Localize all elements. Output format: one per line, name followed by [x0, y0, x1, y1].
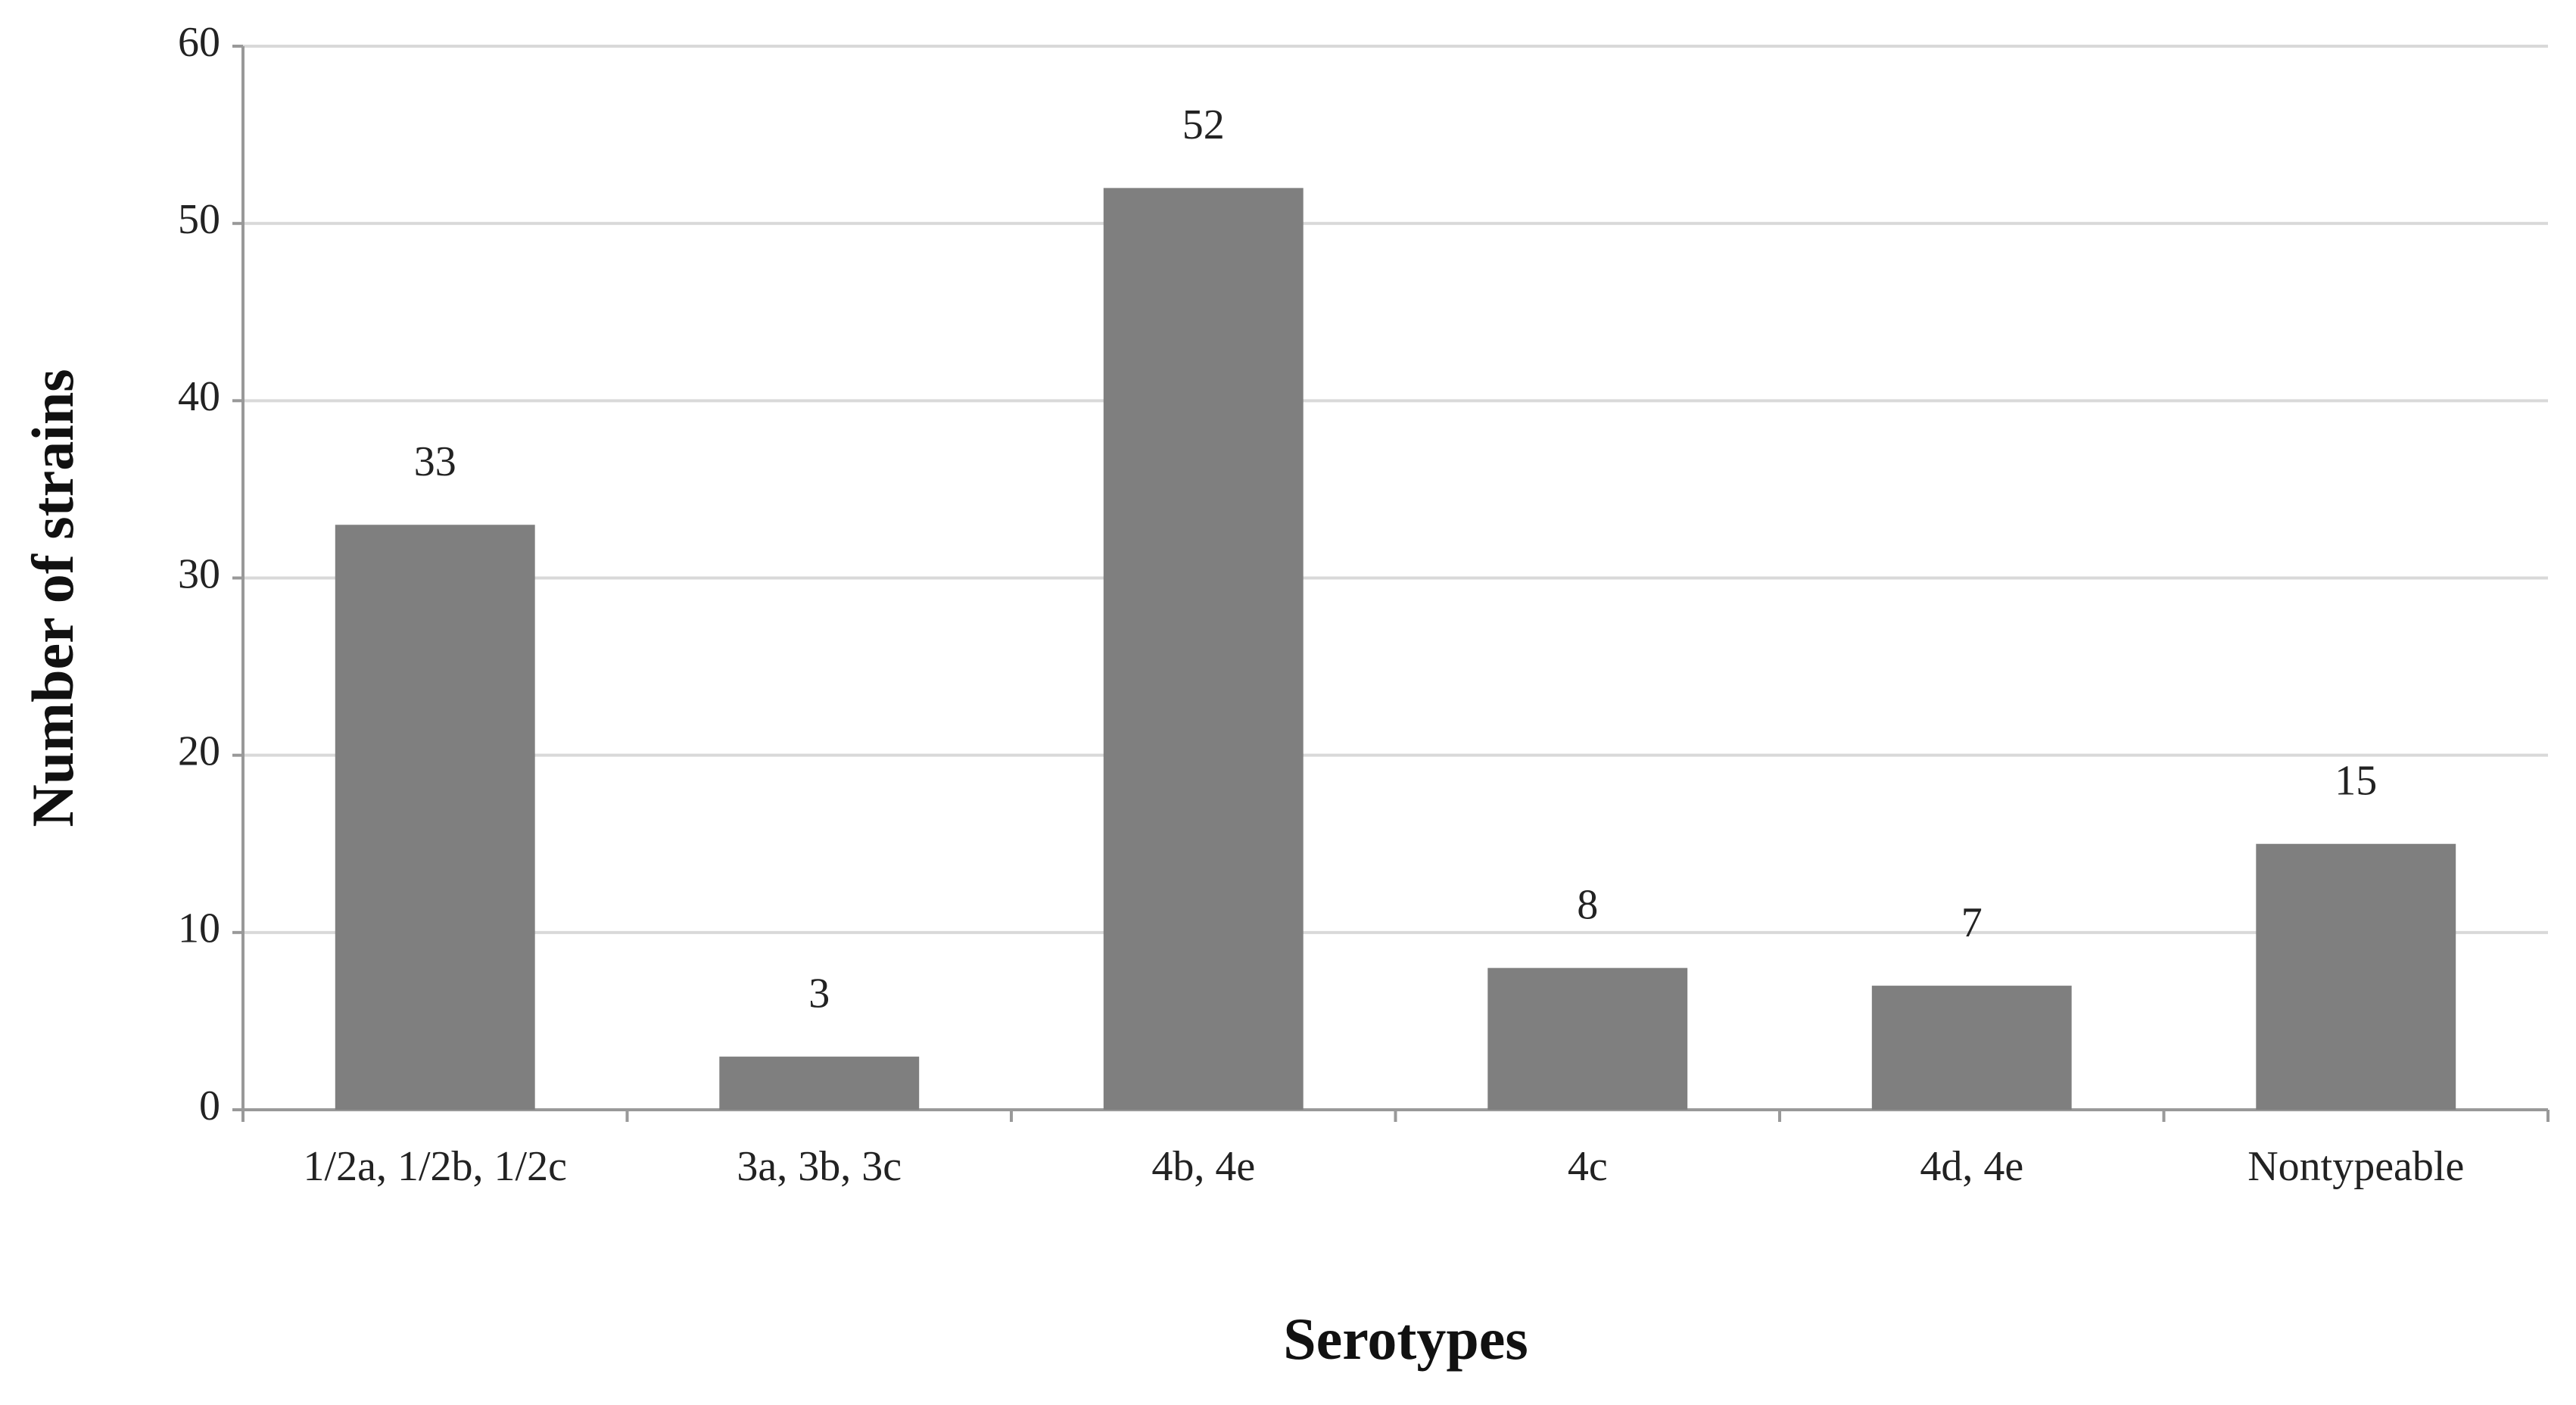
bar [335, 525, 535, 1110]
y-axis-title: Number of strains [20, 369, 86, 827]
bar [1871, 986, 2072, 1110]
bar [1103, 188, 1304, 1110]
x-tick-label: 4d, 4e [1920, 1143, 2023, 1190]
y-tick-label: 40 [178, 373, 220, 420]
y-tick-label: 60 [178, 19, 220, 66]
data-label: 8 [1577, 882, 1598, 929]
data-label: 15 [2335, 758, 2377, 805]
data-label: 7 [1961, 899, 1983, 946]
data-label: 33 [414, 438, 456, 485]
x-tick-label: 3a, 3b, 3c [737, 1143, 902, 1190]
x-tick-label: 1/2a, 1/2b, 1/2c [304, 1143, 567, 1190]
y-tick-label: 30 [178, 550, 220, 597]
y-tick-label: 0 [199, 1083, 220, 1129]
bar [719, 1056, 920, 1110]
x-tick-label: 4c [1568, 1143, 1608, 1190]
bar [2256, 843, 2456, 1110]
x-tick-label: 4b, 4e [1151, 1143, 1255, 1190]
bar [1487, 967, 1688, 1110]
x-tick-label: Nontypeable [2247, 1143, 2464, 1190]
y-tick-label: 20 [178, 728, 220, 775]
data-label: 3 [808, 970, 830, 1017]
x-axis-title: Serotypes [1283, 1306, 1528, 1372]
y-tick-label: 50 [178, 196, 220, 243]
y-tick-label: 10 [178, 905, 220, 952]
data-label: 52 [1182, 101, 1225, 148]
